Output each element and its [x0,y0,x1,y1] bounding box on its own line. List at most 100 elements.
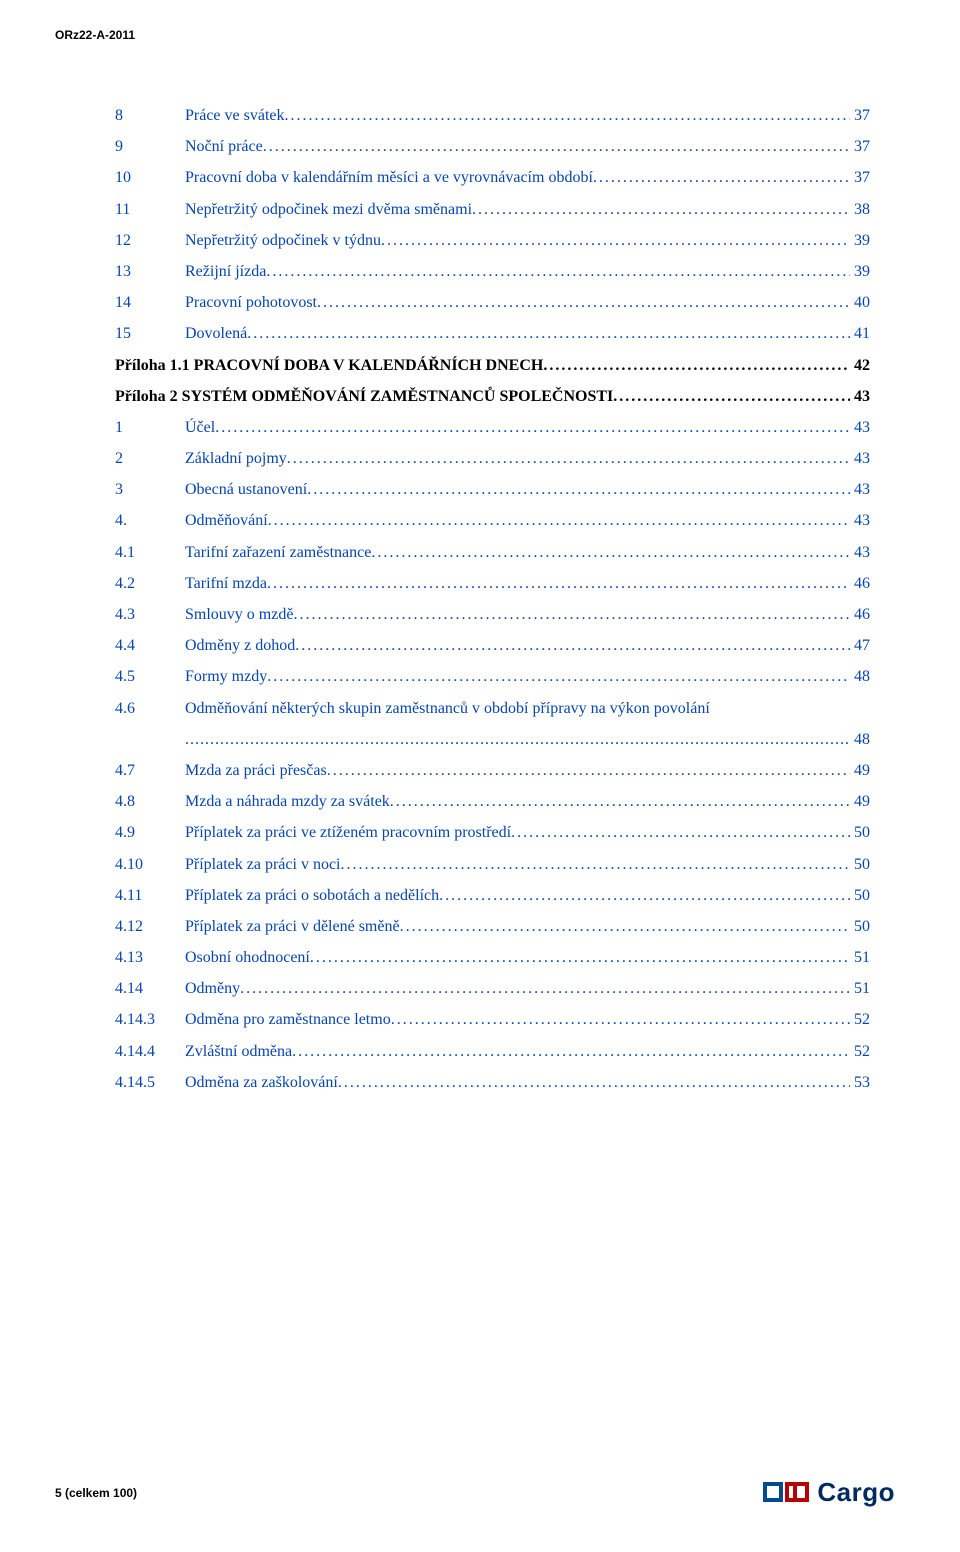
toc-entry[interactable]: 4.8Mzda a náhrada mzdy za svátek49 [115,786,870,817]
toc-title: Nepřetržitý odpočinek v týdnu [185,225,381,256]
toc-entry[interactable]: 4.3Smlouvy o mzdě46 [115,599,870,630]
toc-num: 4.10 [115,849,185,880]
toc-title: Režijní jízda [185,256,266,287]
toc-page: 39 [850,225,870,256]
toc-num: 3 [115,474,185,505]
toc-leader [381,225,850,256]
toc-num: 4.14.3 [115,1004,185,1035]
toc-num: 9 [115,131,185,162]
toc-entry[interactable]: 9Noční práce 37 [115,131,870,162]
toc-title: Příplatek za práci v noci [185,849,341,880]
toc-title: Odměňování [185,505,268,536]
toc-page: 37 [850,100,870,131]
toc-entry[interactable]: 4.Odměňování43 [115,505,870,536]
toc-page: 51 [850,973,870,1004]
toc-title: Mzda a náhrada mzdy za svátek [185,786,390,817]
toc-leader [511,817,850,848]
toc-page: 40 [850,287,870,318]
toc-entry[interactable]: 13Režijní jízda39 [115,256,870,287]
toc-leader [293,599,850,630]
toc-entry[interactable]: Příloha 2 SYSTÉM ODMĚŇOVÁNÍ ZAMĚSTNANCŮ … [115,381,870,412]
toc-entry[interactable]: 4.9Příplatek za práci ve ztíženém pracov… [115,817,870,848]
toc-leader [613,381,850,412]
toc-entry[interactable]: 11Nepřetržitý odpočinek mezi dvěma směna… [115,194,870,225]
toc-num: 4.1 [115,537,185,568]
toc-entry[interactable]: 4.4Odměny z dohod47 [115,630,870,661]
toc-entry[interactable]: 14Pracovní pohotovost40 [115,287,870,318]
toc-entry[interactable]: 4.5Formy mzdy48 [115,661,870,692]
toc-leader [327,755,850,786]
toc-num: 10 [115,162,185,193]
toc-title: Účel [185,412,215,443]
toc-leader [267,661,850,692]
toc-title: Odměny [185,973,240,1004]
toc-entry[interactable]: 4.14.5Odměna za zaškolování53 [115,1067,870,1098]
toc-entry[interactable]: 15Dovolená41 [115,318,870,349]
toc-leader [287,443,850,474]
toc-leader [263,131,850,162]
toc-num: 14 [115,287,185,318]
toc-page: 50 [850,817,870,848]
toc-page: 46 [850,568,870,599]
toc-num: 8 [115,100,185,131]
toc-page: 51 [850,942,870,973]
toc-leader [439,880,850,911]
toc-leader [267,568,850,599]
toc-entry[interactable]: 12Nepřetržitý odpočinek v týdnu 39 [115,225,870,256]
toc-num: 12 [115,225,185,256]
toc-entry[interactable]: 3Obecná ustanovení43 [115,474,870,505]
toc-entry[interactable]: 4.6Odměňování některých skupin zaměstnan… [115,693,870,755]
toc-entry[interactable]: 4.14.4Zvláštní odměna52 [115,1036,870,1067]
toc-title: Osobní ohodnocení [185,942,310,973]
cargo-logo-text: Cargo [817,1477,895,1508]
toc-title: Základní pojmy [185,443,287,474]
toc-title: Smlouvy o mzdě [185,599,293,630]
toc-leader [593,162,850,193]
toc-entry[interactable]: 4.1Tarifní zařazení zaměstnance43 [115,537,870,568]
toc-leader [307,474,850,505]
toc-page: 48 [850,661,870,692]
toc-entry[interactable]: 4.7Mzda za práci přesčas49 [115,755,870,786]
toc-entry[interactable]: 4.11Příplatek za práci o sobotách a nedě… [115,880,870,911]
toc-title: Obecná ustanovení [185,474,307,505]
toc-entry[interactable]: 2Základní pojmy43 [115,443,870,474]
toc-entry[interactable]: Příloha 1.1 PRACOVNÍ DOBA V KALENDÁŘNÍCH… [115,350,870,381]
toc-title: Mzda za práci přesčas [185,755,327,786]
toc-page: 37 [850,131,870,162]
toc-page: 38 [850,194,870,225]
toc-leader [371,537,850,568]
toc-title: Příplatek za práci ve ztíženém pracovním… [185,817,511,848]
toc-num: 4.7 [115,755,185,786]
toc-leader [240,973,850,1004]
toc-num: 4.14.5 [115,1067,185,1098]
toc-num: 4.12 [115,911,185,942]
toc-num: 4.11 [115,880,185,911]
toc-entry[interactable]: 4.14.3Odměna pro zaměstnance letmo52 [115,1004,870,1035]
toc-num: 4.4 [115,630,185,661]
toc-leader [390,786,850,817]
toc-title: Příloha 2 SYSTÉM ODMĚŇOVÁNÍ ZAMĚSTNANCŮ … [115,381,613,412]
document-header-code: ORz22-A-2011 [55,28,135,42]
toc-entry[interactable]: 1Účel43 [115,412,870,443]
toc-title: Noční práce [185,131,263,162]
toc-num: 2 [115,443,185,474]
table-of-contents: 8Práce ve svátek379Noční práce3710Pracov… [115,100,870,1098]
toc-title: Příplatek za práci o sobotách a nedělích [185,880,439,911]
toc-entry[interactable]: 4.12Příplatek za práci v dělené směně50 [115,911,870,942]
toc-page: 53 [850,1067,870,1098]
toc-num: 4.3 [115,599,185,630]
toc-entry[interactable]: 4.14Odměny51 [115,973,870,1004]
toc-leader [338,1067,850,1098]
toc-page: 43 [850,412,870,443]
toc-entry[interactable]: 4.10Příplatek za práci v noci50 [115,849,870,880]
toc-num: 4.6 [115,693,185,724]
toc-entry[interactable]: 10Pracovní doba v kalendářním měsíci a v… [115,162,870,193]
toc-entry[interactable]: 8Práce ve svátek37 [115,100,870,131]
toc-page: 49 [850,786,870,817]
toc-entry[interactable]: 4.2Tarifní mzda46 [115,568,870,599]
toc-leader [215,412,850,443]
toc-page: 47 [850,630,870,661]
toc-num: 13 [115,256,185,287]
toc-entry[interactable]: 4.13Osobní ohodnocení51 [115,942,870,973]
toc-leader [247,318,850,349]
